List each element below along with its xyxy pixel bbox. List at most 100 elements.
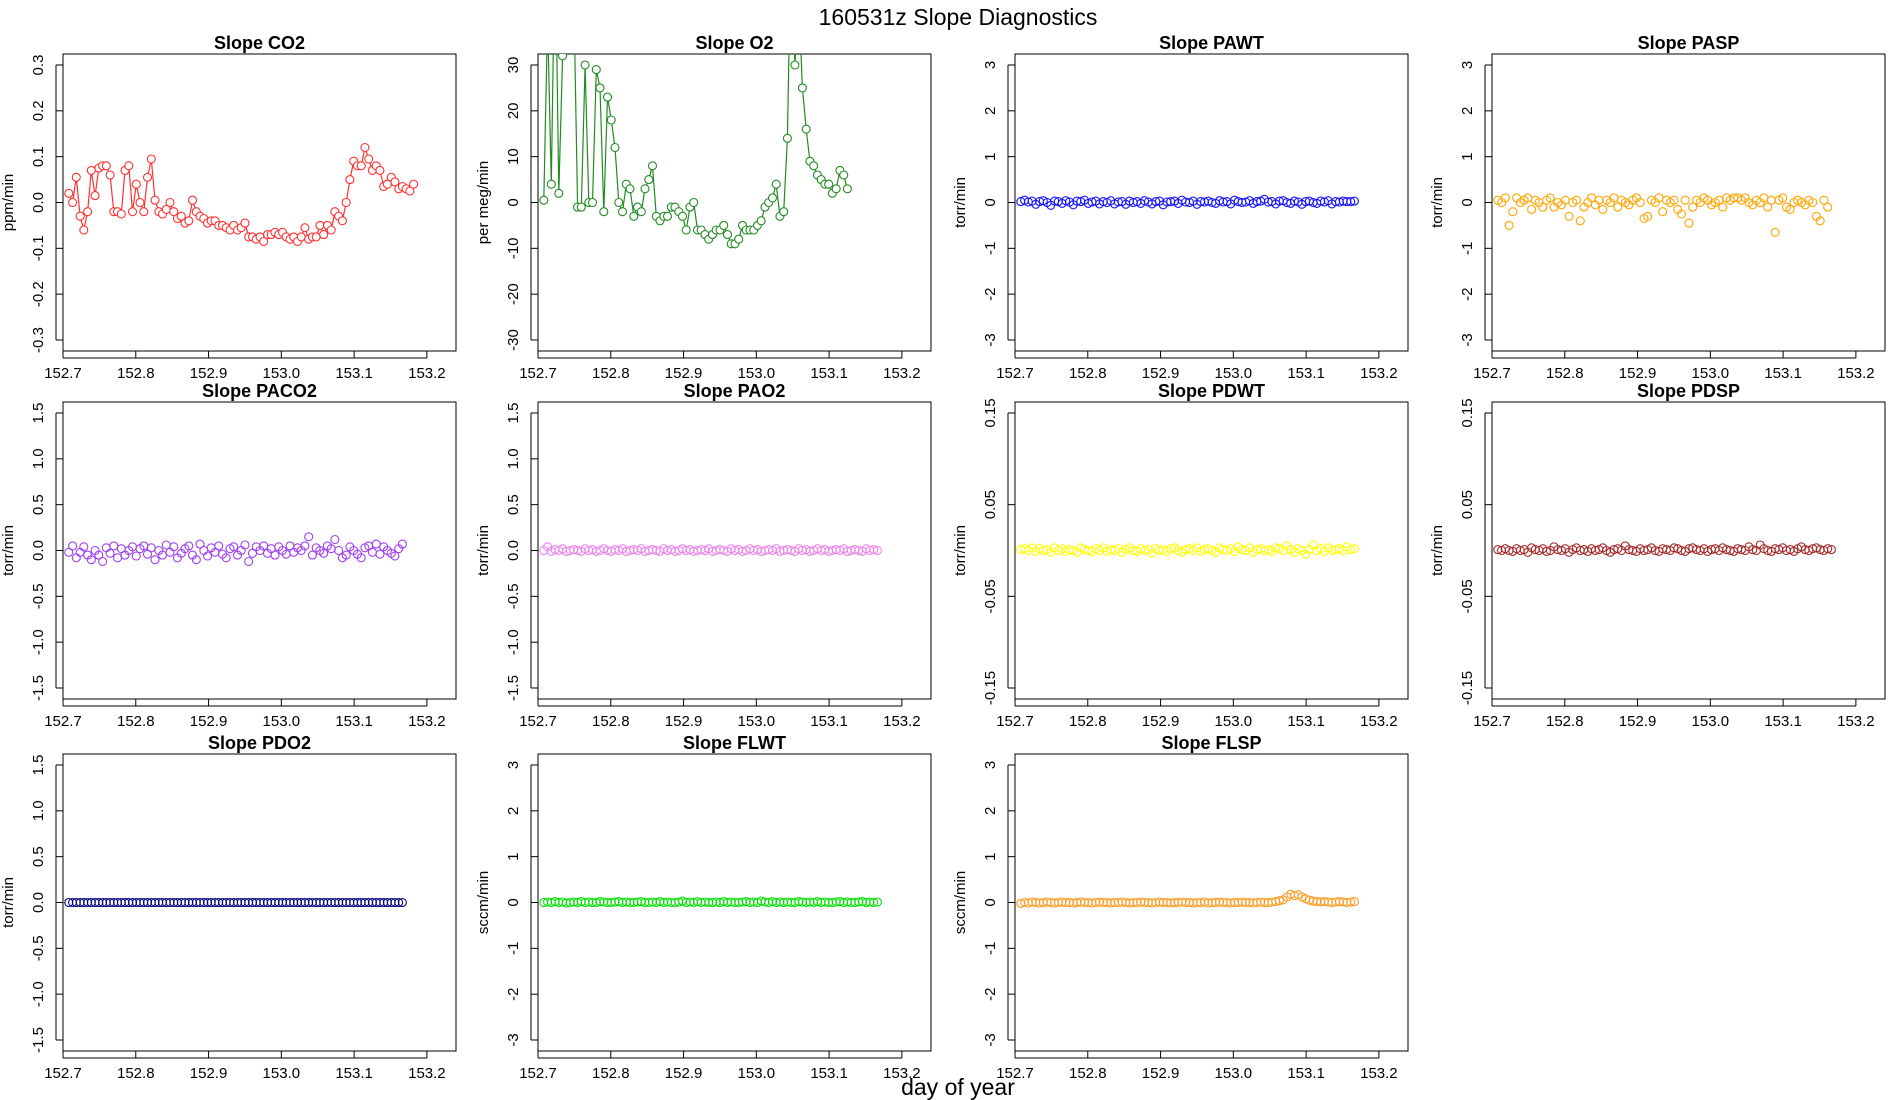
data-point — [184, 541, 194, 551]
data-point — [292, 897, 303, 908]
x-tick-label: 152.8 — [1069, 1065, 1107, 1082]
x-tick-label: 152.9 — [665, 365, 703, 382]
data-point — [614, 197, 624, 208]
y-tick-label: 2 — [982, 107, 999, 115]
data-point — [390, 177, 400, 187]
data-point — [602, 92, 613, 102]
y-axis-label: sccm/min — [952, 871, 969, 934]
data-point — [546, 179, 556, 189]
y-tick-label: -1 — [505, 942, 522, 955]
x-tick-label: 153.1 — [810, 1065, 848, 1082]
y-axis: -0.15 -0.05 0.05 0.15 — [982, 398, 1015, 705]
y-tick-label: -0.5 — [30, 935, 47, 961]
x-tick-label: 153.2 — [408, 365, 446, 382]
x-tick-label: 153.1 — [1287, 1065, 1325, 1082]
x-axis: 152.7 152.8 152.9 153.0 153.1 153.2 — [44, 699, 446, 730]
data-point — [105, 170, 115, 180]
data-point — [199, 897, 209, 908]
x-tick-label: 153.1 — [1764, 365, 1802, 382]
y-tick-label: -0.5 — [30, 583, 47, 609]
data-point — [1504, 220, 1514, 230]
data-point — [315, 220, 325, 230]
x-tick-label: 153.2 — [883, 1065, 921, 1082]
data-point — [544, 15, 552, 23]
data-point — [150, 195, 160, 205]
data-series — [64, 532, 407, 567]
x-tick-label: 152.9 — [190, 713, 228, 730]
data-point — [1613, 202, 1623, 212]
data-point — [872, 545, 882, 556]
y-axis-label: torr/min — [952, 177, 969, 228]
y-tick-label: 0.5 — [30, 494, 47, 515]
x-tick-label: 153.1 — [1764, 713, 1802, 730]
data-series — [64, 897, 407, 908]
data-point — [644, 175, 654, 185]
data-point — [1538, 202, 1548, 212]
x-tick-label: 153.1 — [810, 365, 848, 382]
x-tick-label: 152.9 — [665, 1065, 703, 1082]
y-tick-label: 3 — [505, 761, 522, 769]
y-axis: -0.15 -0.05 0.05 0.15 — [1459, 398, 1492, 705]
y-tick-label: -3 — [982, 333, 999, 346]
x-axis: 152.7 152.8 152.9 153.0 153.1 153.2 — [996, 1051, 1398, 1082]
data-series — [539, 542, 882, 556]
x-tick-label: 152.9 — [1142, 1065, 1180, 1082]
data-point — [558, 54, 568, 61]
y-tick-label: -0.5 — [505, 583, 522, 609]
data-point — [1770, 227, 1780, 237]
x-tick-label: 152.8 — [1069, 365, 1107, 382]
data-point — [647, 161, 658, 171]
x-tick-label: 153.0 — [738, 1065, 776, 1082]
data-point — [1289, 196, 1299, 206]
data-point — [169, 207, 179, 217]
y-tick-label: -3 — [505, 1033, 522, 1046]
y-tick-label: 2 — [982, 807, 999, 815]
y-tick-label: 10 — [505, 148, 522, 165]
data-point — [98, 556, 108, 567]
data-point — [595, 83, 605, 93]
data-point — [71, 172, 81, 182]
data-point — [580, 897, 590, 908]
y-tick-label: 2 — [1459, 107, 1476, 115]
data-series — [1493, 540, 1836, 557]
data-point — [869, 897, 879, 908]
y-tick-label: 0.0 — [30, 892, 47, 913]
x-tick-label: 152.9 — [665, 713, 703, 730]
y-tick-label: -0.2 — [30, 281, 47, 307]
data-point — [394, 897, 404, 908]
y-tick-label: 0 — [1459, 198, 1476, 206]
x-axis: 152.7 152.8 152.9 153.0 153.1 153.2 — [44, 351, 446, 382]
data-point — [1527, 204, 1537, 214]
y-tick-label: -0.05 — [1459, 579, 1476, 613]
data-point — [244, 556, 254, 567]
y-tick-label: 0.5 — [505, 494, 522, 515]
x-tick-label: 153.0 — [738, 365, 776, 382]
data-point — [319, 230, 329, 240]
y-tick-label: 0.15 — [982, 398, 999, 427]
data-point — [872, 897, 882, 907]
data-point — [187, 195, 198, 205]
y-axis: -30 -20 -10 0 10 20 30 — [505, 57, 538, 351]
data-point — [1346, 197, 1356, 207]
y-axis-label: torr/min — [1429, 177, 1446, 228]
y-tick-label: 1.0 — [505, 448, 522, 469]
panel-title: Slope PAWT — [1159, 33, 1264, 53]
x-tick-label: 153.2 — [1360, 365, 1398, 382]
data-point — [1346, 897, 1356, 907]
y-tick-label: 0.0 — [30, 192, 47, 213]
y-tick-label: -30 — [505, 329, 522, 351]
data-point — [105, 548, 115, 558]
x-axis: 152.7 152.8 152.9 153.0 153.1 153.2 — [1473, 351, 1875, 382]
y-tick-label: 1 — [982, 152, 999, 160]
x-tick-label: 153.0 — [1692, 365, 1730, 382]
x-tick-label: 152.7 — [996, 365, 1034, 382]
data-point — [307, 550, 317, 560]
y-tick-label: 20 — [505, 102, 522, 119]
data-point — [341, 197, 351, 208]
x-tick-label: 153.2 — [883, 713, 921, 730]
data-point — [124, 161, 134, 171]
data-point — [142, 172, 153, 182]
data-point — [1815, 216, 1825, 226]
data-point — [109, 541, 119, 551]
